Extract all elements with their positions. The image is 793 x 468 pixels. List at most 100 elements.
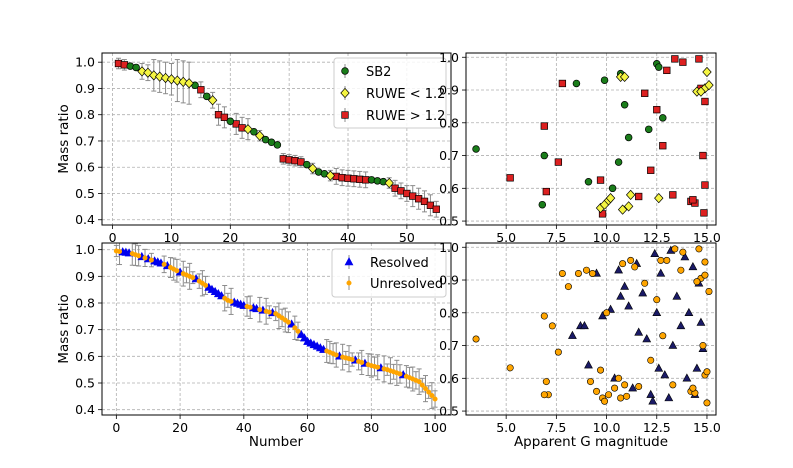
tick-label-x: 12.5	[643, 420, 671, 435]
data-point-resolved	[652, 307, 662, 316]
tick-label-y: 0.9	[439, 83, 459, 98]
data-point-unresolved	[695, 245, 703, 253]
tick-label-x: 7.5	[546, 230, 566, 245]
data-point-resolved	[682, 373, 692, 382]
data-point-ruwe_lo	[702, 66, 712, 78]
data-point-ruwe_lo	[384, 177, 394, 189]
data-point-ruwe_lo	[654, 193, 664, 204]
tick-label-y: 1.0	[439, 50, 459, 65]
tick-label-x: 12.5	[643, 230, 671, 245]
data-point-resolved	[628, 383, 638, 392]
data-point-ruwe_hi	[659, 142, 667, 150]
data-point-unresolved	[582, 266, 590, 274]
data-point-resolved	[614, 265, 624, 274]
data-point-resolved	[648, 396, 658, 405]
data-point-ruwe_hi	[701, 181, 709, 189]
data-point-unresolved	[375, 364, 381, 370]
data-point-sb2	[303, 160, 311, 169]
data-point-unresolved	[558, 269, 566, 277]
tick-label-y: 1.0	[75, 55, 95, 70]
tick-label-y: 0.7	[75, 133, 95, 148]
legend-box-bottom-left	[331, 248, 447, 298]
data-point-ruwe_hi	[558, 79, 567, 88]
data-point-ruwe_hi	[635, 192, 643, 201]
tick-label-x: 10.0	[593, 230, 621, 245]
data-point-unresolved	[429, 393, 435, 399]
data-point-resolved	[646, 389, 656, 398]
data-point-ruwe_hi	[432, 205, 440, 213]
tick-label-y: 0.6	[439, 371, 459, 386]
data-point-sb2	[572, 79, 581, 88]
data-point-sb2	[584, 178, 593, 186]
data-point-unresolved	[677, 266, 685, 274]
data-point-ruwe_lo	[178, 76, 188, 88]
ticks-top-right: 5.0 7.5 10.0 12.5 15.0 0.5 0.6 0.7 0.8 0.9 1.0	[439, 50, 721, 245]
data-point-unresolved	[621, 381, 629, 389]
data-point-unresolved	[426, 389, 432, 395]
tick-label-x: 5.0	[496, 230, 516, 245]
tick-label-x: 80	[363, 420, 379, 435]
data-point-unresolved	[548, 322, 556, 330]
data-point-unresolved	[647, 356, 655, 364]
data-point-unresolved	[703, 399, 711, 407]
tick-label-y: 0.7	[75, 322, 95, 337]
data-point-unresolved	[292, 325, 298, 331]
data-point-resolved	[616, 291, 626, 300]
data-point-ruwe_lo	[704, 79, 714, 91]
panel-bottom-left: 0 20 40 60 80 100 0.4 0.5 0.6 0.7 0.8 0.9 1.0 Mass r…	[56, 242, 452, 450]
data-point-resolved	[692, 363, 702, 372]
panel-bottom-right: 5.0 7.5 10.0 12.5 15.0 0.5 0.6 0.7 0.8 0.9 1.0 App…	[439, 240, 721, 450]
marks-top-left	[114, 57, 440, 218]
data-point-unresolved	[619, 260, 627, 268]
data-point-resolved	[672, 291, 682, 300]
data-point-unresolved	[542, 378, 550, 386]
tick-label-x: 20	[172, 420, 188, 435]
data-point-unresolved	[663, 256, 671, 264]
data-point-unresolved	[601, 397, 609, 405]
tick-label-x: 15.0	[693, 420, 721, 435]
tick-label-x: 60	[300, 420, 316, 435]
data-point-sb2	[538, 200, 547, 209]
data-point-ruwe_hi	[542, 187, 550, 196]
data-point-sb2	[600, 76, 609, 84]
data-point-resolved	[642, 334, 652, 343]
data-point-ruwe_lo	[137, 66, 147, 77]
legend-marker-ruwe_hi	[341, 111, 349, 119]
data-point-unresolved	[203, 282, 209, 288]
data-point-resolved	[688, 261, 698, 271]
data-point-unresolved	[397, 371, 403, 377]
data-point-ruwe_lo	[166, 74, 177, 85]
data-point-unresolved	[617, 394, 625, 402]
data-point-resolved	[620, 281, 630, 290]
data-point-resolved	[634, 327, 644, 336]
tick-label-x: 10	[163, 230, 179, 245]
data-point-ruwe_hi	[700, 209, 708, 217]
data-point-sb2	[273, 141, 282, 149]
data-point-resolved	[654, 363, 664, 372]
marks-bottom-right	[472, 245, 713, 407]
legend-label-ruwe-hi: RUWE > 1.2	[366, 109, 445, 124]
legend-bottom-left: Resolved Unresolved	[331, 248, 447, 298]
data-point-ruwe_lo	[255, 130, 265, 141]
data-point-unresolved	[540, 312, 548, 320]
tick-label-x: 30	[281, 230, 297, 245]
data-point-sb2	[132, 63, 140, 72]
data-point-unresolved	[701, 258, 709, 266]
data-point-resolved	[664, 393, 674, 402]
data-point-unresolved	[641, 279, 649, 287]
data-point-ruwe_hi	[647, 166, 655, 174]
data-point-unresolved	[295, 328, 301, 334]
data-point-unresolved	[148, 257, 154, 263]
data-point-unresolved	[689, 384, 697, 392]
ylabel-bottom-left: Mass ratio	[56, 294, 72, 363]
data-point-unresolved	[419, 382, 425, 388]
axes-frame-top-left	[101, 52, 452, 226]
data-point-unresolved	[423, 386, 429, 392]
tick-label-y: 0.8	[75, 296, 95, 311]
data-point-unresolved	[589, 269, 597, 277]
data-point-unresolved	[472, 335, 480, 343]
tick-label-y: 0.4	[75, 212, 95, 227]
data-point-unresolved	[627, 256, 635, 264]
